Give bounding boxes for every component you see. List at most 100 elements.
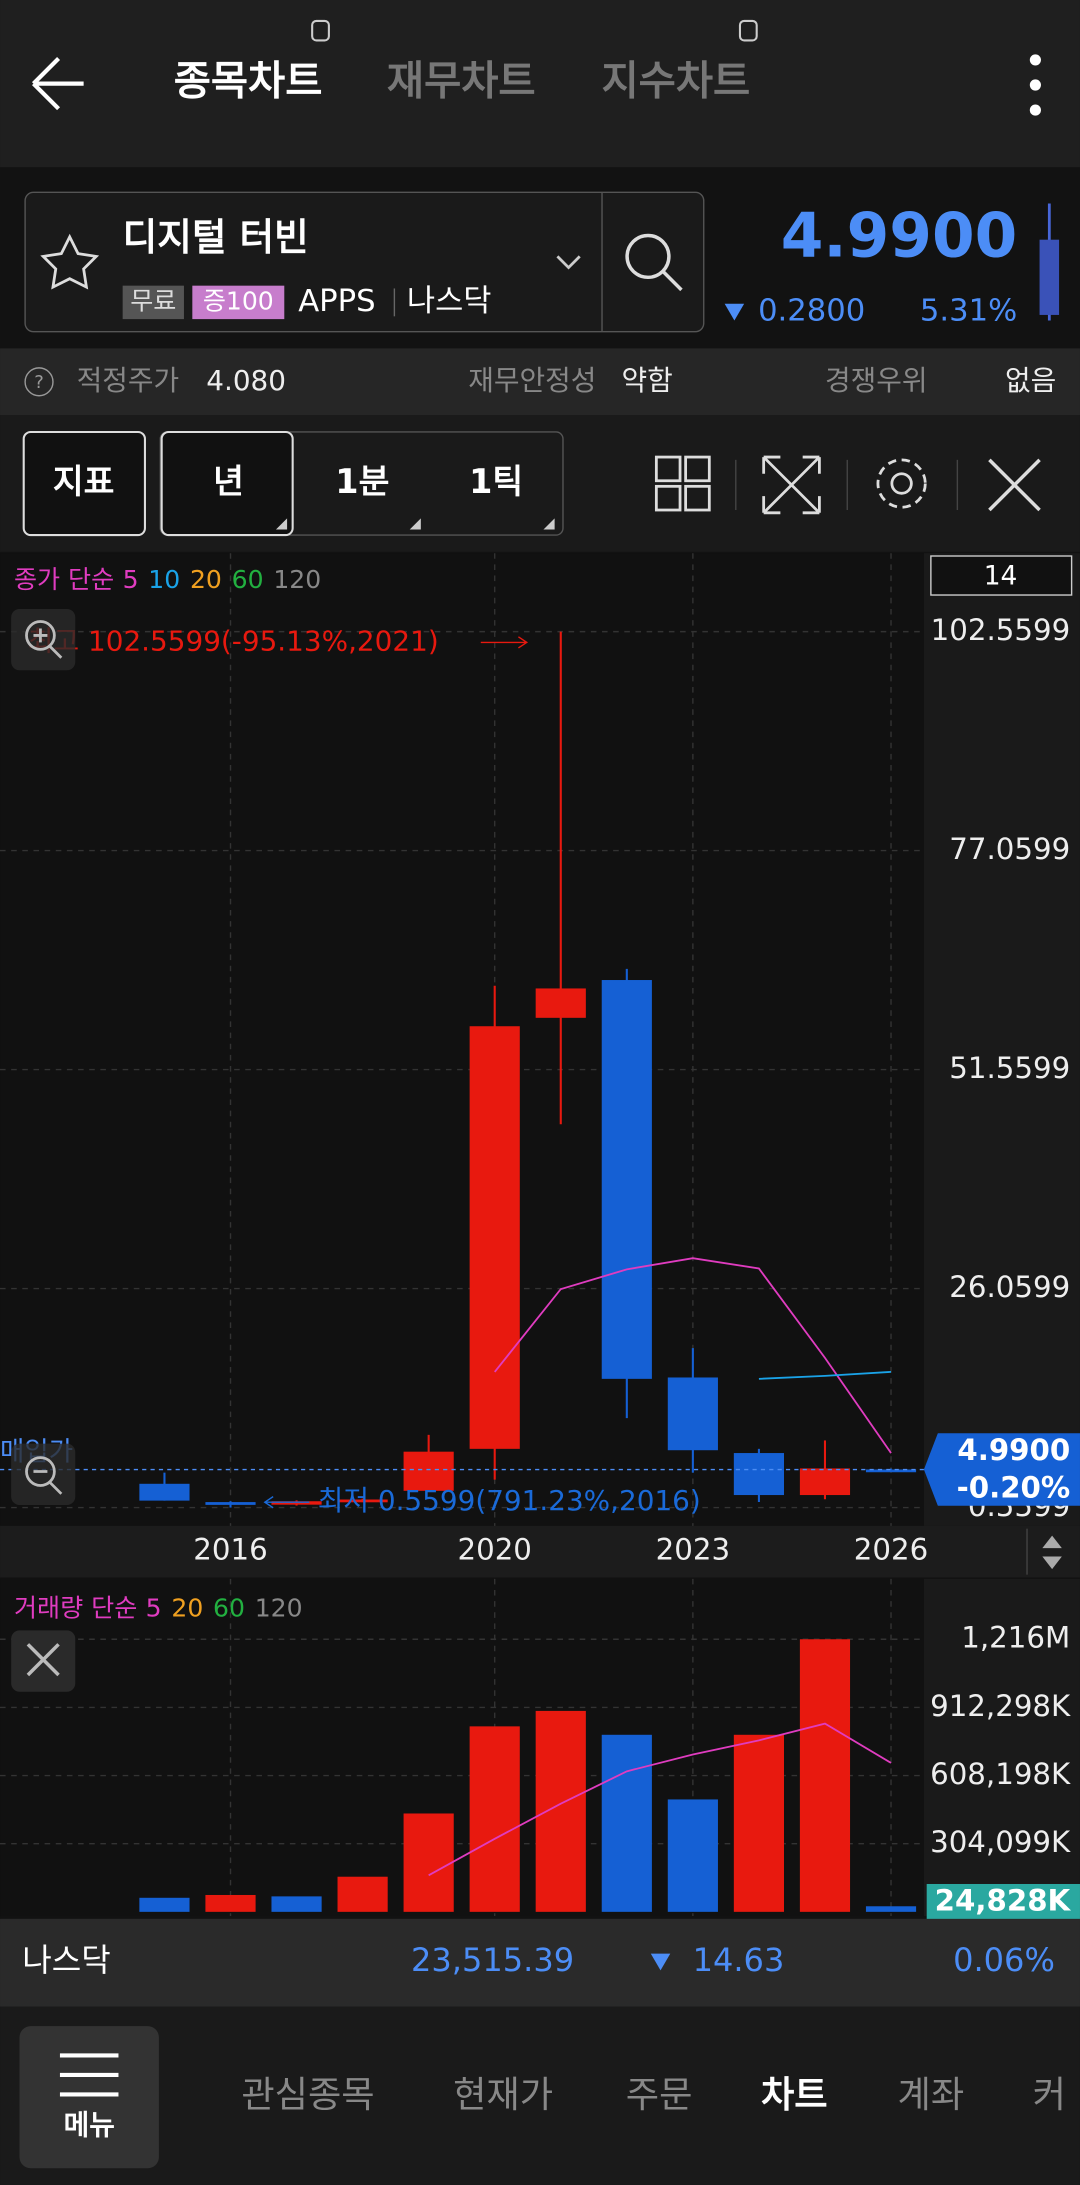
legend-period: 10 (148, 565, 180, 594)
y-tick-label: 1,216M (961, 1621, 1070, 1655)
current-volume: 24,828K (935, 1884, 1072, 1918)
current-price-tag (923, 1433, 1080, 1506)
zoom-in-icon (25, 620, 63, 659)
legend-period: 5 (146, 1593, 162, 1622)
info-label: 경쟁우위 (825, 364, 928, 397)
legend-period: 20 (190, 565, 222, 594)
plot-layer: 2016 2020 2023 2026102.559977.059951.559926… (0, 553, 1080, 1921)
price-change: 0.2800 (758, 294, 865, 329)
badge-text: 증100 (203, 286, 274, 315)
x-tick-label: 2026 (854, 1532, 928, 1566)
volume-bar (139, 1897, 190, 1912)
down-arrow (650, 1953, 671, 1971)
period-text[interactable]: 1분 (335, 462, 389, 501)
zoom-out[interactable] (11, 1443, 76, 1505)
legend-period: 20 (171, 1593, 203, 1622)
volume-bar (403, 1813, 454, 1912)
down-arrow (724, 303, 745, 321)
badge (122, 285, 184, 320)
candle-body (799, 1468, 851, 1496)
period-text[interactable]: 1틱 (469, 462, 523, 501)
volume-bar (535, 1710, 586, 1912)
zoom-in[interactable] (11, 608, 76, 671)
current-change: -0.20% (957, 1471, 1071, 1505)
legend-label: 종가 단순 (14, 565, 114, 594)
expand-icon[interactable] (762, 455, 821, 515)
ma5-line (494, 1257, 892, 1454)
more-menu[interactable] (1029, 54, 1041, 116)
dropdown[interactable] (556, 255, 581, 270)
volume-plot (0, 1578, 924, 1917)
price: 4.9900 (781, 200, 1018, 271)
menu-icon (59, 2053, 119, 2097)
legend-period: 60 (232, 565, 264, 594)
market-bar (0, 1918, 1080, 2007)
legend-period: 120 (255, 1593, 303, 1622)
candle-body (469, 1026, 520, 1449)
y-tick-label: 912,298K (930, 1689, 1071, 1723)
help-glyph: ? (34, 372, 44, 393)
nav-item[interactable]: 주문 (626, 2073, 693, 2116)
x-axis-strip (0, 1525, 1080, 1578)
price-plot (0, 553, 924, 1526)
search-button[interactable] (625, 233, 683, 292)
candle-body (403, 1451, 454, 1491)
price-change-pct: 5.31% (920, 294, 1017, 329)
y-tick-label: 77.0599 (949, 832, 1070, 866)
y-tick-label: 51.5599 (949, 1051, 1070, 1085)
current-volume-tag (926, 1883, 1080, 1921)
tab[interactable]: 재무차트 (387, 57, 536, 105)
nav-item-active[interactable]: 차트 (761, 2073, 828, 2116)
tab-active[interactable]: 종목차트 (174, 57, 323, 105)
x-tick-label: 2016 (193, 1532, 267, 1566)
volume-bar (601, 1734, 652, 1912)
info-value: 4.080 (206, 364, 286, 397)
nav-item[interactable]: 커 (1033, 2073, 1066, 2116)
info-label: 적정주가 (77, 364, 180, 397)
indicator-text: 지표 (53, 462, 115, 501)
indicator-button[interactable] (22, 430, 146, 537)
count: 14 (984, 560, 1018, 591)
nav-item[interactable]: 계좌 (898, 2073, 965, 2116)
menu-button[interactable] (19, 2026, 159, 2169)
info-value: 약함 (622, 364, 673, 397)
current-price: 4.9900 (957, 1433, 1070, 1467)
badge (192, 285, 285, 320)
volume-bar (271, 1896, 322, 1912)
candle-body (535, 988, 586, 1018)
favorite-star[interactable] (40, 233, 100, 290)
settings-icon[interactable] (876, 458, 927, 509)
low-note: 최저 0.5599(791.23%,2016) (318, 1484, 701, 1517)
help-icon[interactable] (24, 367, 54, 397)
y-tick-label: 608,198K (930, 1757, 1071, 1791)
menu-text: 메뉴 (64, 2108, 115, 2141)
candle-body (271, 1501, 322, 1505)
nav-item[interactable]: 관심종목 (241, 2073, 374, 2116)
volume-axis (923, 1578, 1080, 1917)
market-name: 나스닥 (22, 1941, 110, 1979)
close-icon (26, 1643, 60, 1677)
tab[interactable]: 지수차트 (602, 57, 751, 105)
period-text: 년 (213, 462, 244, 501)
corner-marks (275, 518, 555, 530)
candle-body (667, 1377, 718, 1451)
count-box[interactable] (930, 555, 1073, 596)
y-tick-label: 26.0599 (949, 1270, 1070, 1304)
scroll-arrows[interactable] (1042, 1535, 1062, 1570)
legend-period: 60 (213, 1593, 245, 1622)
period-button-active[interactable] (160, 430, 294, 537)
low-arrow (263, 1496, 310, 1509)
market: 나스닥 (407, 284, 492, 319)
layout-icon[interactable] (654, 455, 711, 512)
info-row (0, 348, 1080, 416)
sector: APPS (298, 284, 375, 319)
back-button[interactable] (31, 57, 84, 111)
tab-icon (738, 19, 758, 42)
nav-item[interactable]: 현재가 (453, 2073, 553, 2116)
price-axis (923, 553, 1080, 1526)
candle-body (865, 1469, 917, 1473)
zoom-out-icon (25, 1456, 63, 1495)
legend-period: 5 (123, 565, 139, 594)
tools-icon[interactable] (988, 458, 1041, 512)
